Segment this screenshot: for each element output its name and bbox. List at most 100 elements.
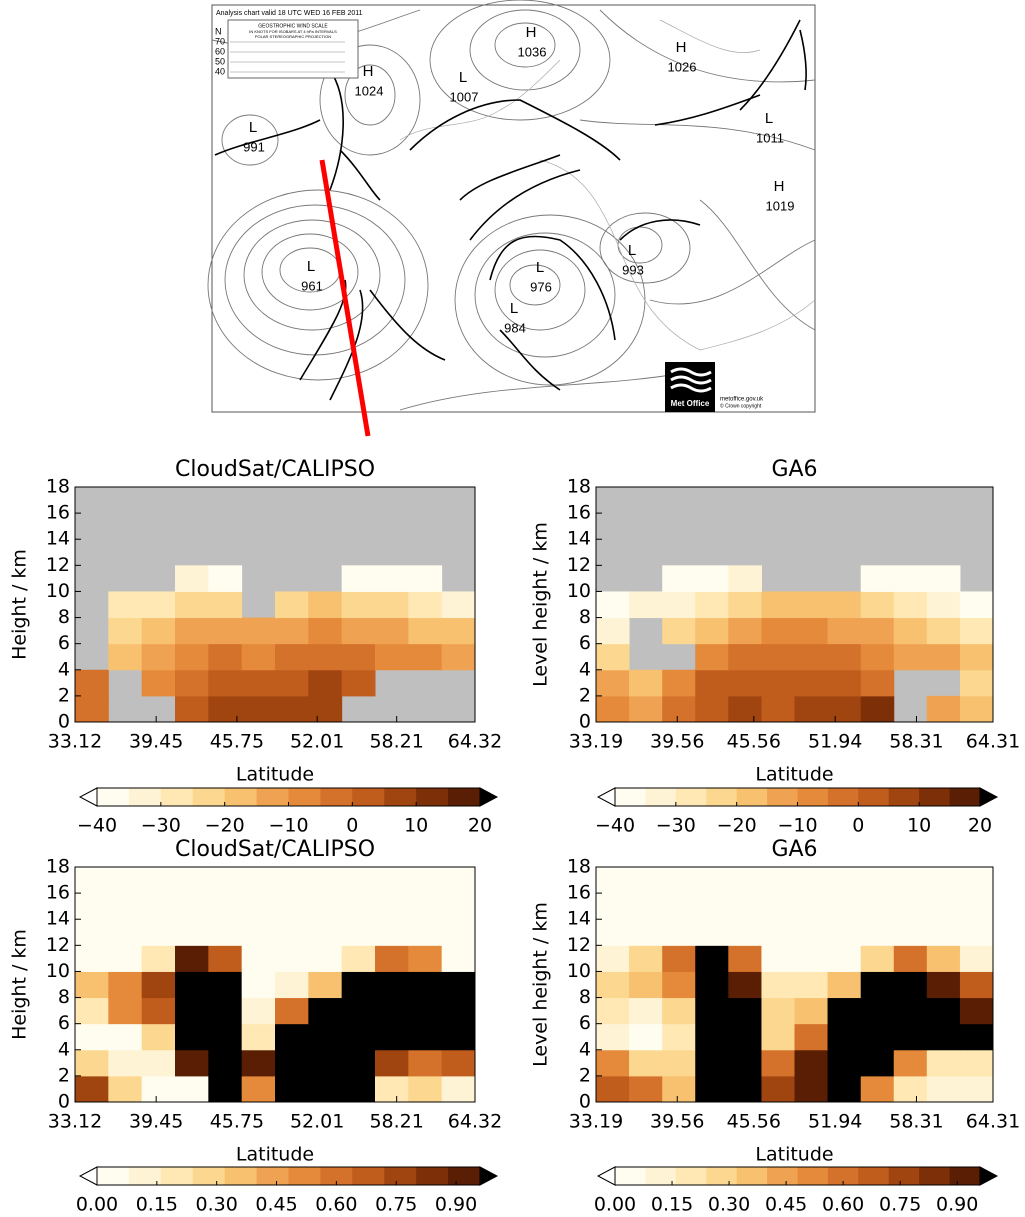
colorbar-segment — [767, 788, 798, 806]
cell — [827, 617, 862, 645]
colorbar-segment — [192, 788, 226, 806]
cell — [728, 919, 762, 946]
y-tick-label: 2 — [579, 684, 591, 706]
cell — [926, 1049, 961, 1077]
cell — [208, 971, 243, 999]
cell — [375, 893, 409, 920]
cell — [761, 643, 795, 671]
colorbar-segment — [675, 1167, 707, 1185]
cell — [794, 997, 829, 1025]
cell — [761, 945, 795, 972]
cell — [695, 893, 729, 920]
x-tick-label: 33.12 — [48, 1111, 102, 1133]
cell — [893, 971, 928, 999]
y-axis-label: Height / km — [9, 929, 31, 1040]
y-tick-label: 10 — [46, 580, 70, 602]
cell — [926, 945, 961, 972]
cell — [108, 1023, 143, 1051]
cell — [596, 617, 630, 645]
cell — [893, 997, 928, 1025]
cell — [75, 1049, 109, 1077]
cell — [959, 893, 994, 920]
cell — [794, 1075, 829, 1103]
y-tick-label: 4 — [58, 658, 70, 680]
cell — [175, 1049, 209, 1077]
cell — [408, 997, 443, 1025]
cell — [596, 867, 630, 894]
cell — [375, 867, 409, 894]
x-tick-label: 64.31 — [966, 1111, 1020, 1133]
cell — [175, 893, 209, 920]
colorbar-segment — [320, 788, 353, 806]
cell — [959, 997, 994, 1025]
centre-pressure: 1007 — [450, 89, 479, 104]
x-tick-label: 45.75 — [210, 731, 264, 753]
colorbar-tick-label: 20 — [968, 815, 992, 837]
cell — [695, 867, 729, 894]
cell — [959, 945, 994, 972]
cell — [175, 867, 209, 894]
cell — [596, 1049, 630, 1077]
cell — [926, 997, 961, 1025]
cell — [208, 1049, 243, 1077]
cell — [695, 617, 729, 645]
cell — [75, 971, 109, 999]
x-tick-label: 33.19 — [569, 731, 623, 753]
cell — [794, 669, 829, 697]
cell — [794, 893, 829, 920]
colorbar-tick-label: −10 — [777, 815, 817, 837]
colorbar-tick-label: 0.75 — [375, 1194, 417, 1216]
colorbar-under — [596, 1166, 616, 1186]
colorbar-over — [979, 1166, 999, 1186]
cell — [893, 565, 928, 592]
cell — [959, 867, 994, 894]
cell — [596, 997, 630, 1025]
colorbar-segment — [736, 1167, 768, 1185]
plot-frame — [74, 486, 476, 723]
cell — [860, 867, 895, 894]
cell — [308, 945, 343, 972]
cell — [241, 617, 276, 645]
colorbar-segment — [97, 1167, 130, 1185]
cell — [308, 617, 343, 645]
cell — [860, 1075, 895, 1103]
cell — [408, 1049, 443, 1077]
x-tick-label: 64.32 — [448, 1111, 502, 1133]
y-tick-label: 8 — [58, 986, 70, 1008]
cell — [761, 695, 795, 723]
cell — [241, 695, 276, 723]
cell — [827, 867, 862, 894]
cell — [175, 1075, 209, 1103]
fronts — [214, 19, 807, 401]
y-tick-label: 18 — [567, 856, 591, 878]
cell — [341, 893, 376, 920]
cell — [141, 643, 176, 671]
cell — [141, 945, 176, 972]
colorbar-segment — [160, 788, 194, 806]
cell — [728, 1075, 762, 1103]
cell — [629, 919, 663, 946]
cell — [860, 695, 895, 723]
cell — [241, 1049, 276, 1077]
cell — [860, 893, 895, 920]
cell — [308, 997, 343, 1025]
cell — [695, 919, 729, 946]
cell — [728, 617, 762, 645]
cell — [959, 695, 994, 723]
cell — [275, 867, 309, 894]
y-tick-label: 0 — [58, 1091, 70, 1113]
centre-pressure: 1036 — [518, 44, 547, 59]
centre-pressure: 1019 — [766, 198, 795, 213]
cell — [860, 919, 895, 946]
cell — [141, 867, 176, 894]
cell — [308, 1023, 343, 1051]
cell — [761, 591, 795, 619]
cell — [208, 565, 243, 592]
y-tick-label: 18 — [567, 476, 591, 498]
cell — [375, 1023, 409, 1051]
cell — [175, 919, 209, 946]
cell — [761, 1023, 795, 1051]
y-tick-label: 4 — [579, 1038, 591, 1060]
y-tick-label: 0 — [579, 711, 591, 733]
